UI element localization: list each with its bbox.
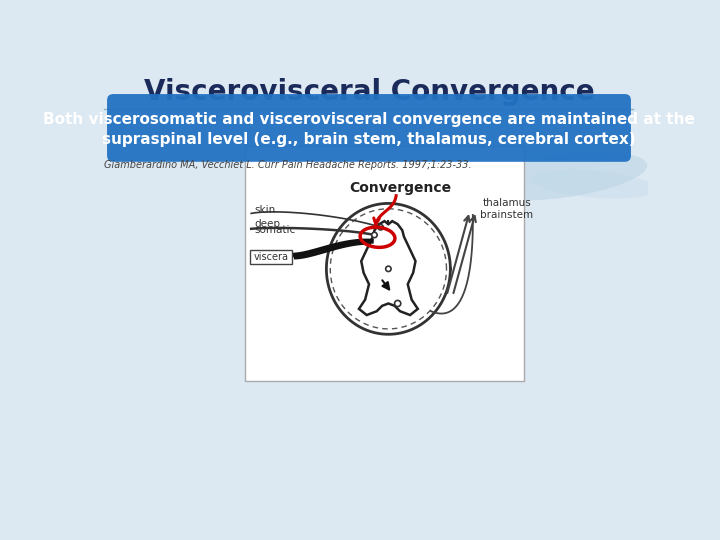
FancyBboxPatch shape bbox=[251, 251, 292, 264]
FancyBboxPatch shape bbox=[245, 146, 524, 381]
Circle shape bbox=[378, 225, 383, 230]
Ellipse shape bbox=[471, 146, 608, 187]
Circle shape bbox=[395, 300, 401, 307]
FancyBboxPatch shape bbox=[107, 94, 631, 162]
Text: Both viscerosomatic and viscerovisceral convergence are maintained at the: Both viscerosomatic and viscerovisceral … bbox=[43, 112, 695, 127]
Text: Giamberardino MA, Vecchiet L. Curr Pain Headache Reports. 1997;1:23-33.: Giamberardino MA, Vecchiet L. Curr Pain … bbox=[104, 160, 472, 170]
Text: thalamus
brainstem: thalamus brainstem bbox=[480, 198, 534, 220]
Text: Convergence: Convergence bbox=[349, 181, 451, 195]
Text: Viscerovisceral Convergence: Viscerovisceral Convergence bbox=[144, 78, 594, 106]
Text: deep: deep bbox=[254, 219, 280, 229]
Ellipse shape bbox=[478, 152, 647, 200]
Text: supraspinal level (e.g., brain stem, thalamus, cerebral cortex): supraspinal level (e.g., brain stem, tha… bbox=[102, 132, 636, 146]
Ellipse shape bbox=[532, 170, 655, 199]
Text: skin: skin bbox=[254, 205, 276, 215]
Text: somatic: somatic bbox=[254, 225, 295, 235]
Circle shape bbox=[386, 266, 391, 272]
Circle shape bbox=[372, 232, 377, 238]
Text: viscera: viscera bbox=[254, 252, 289, 262]
